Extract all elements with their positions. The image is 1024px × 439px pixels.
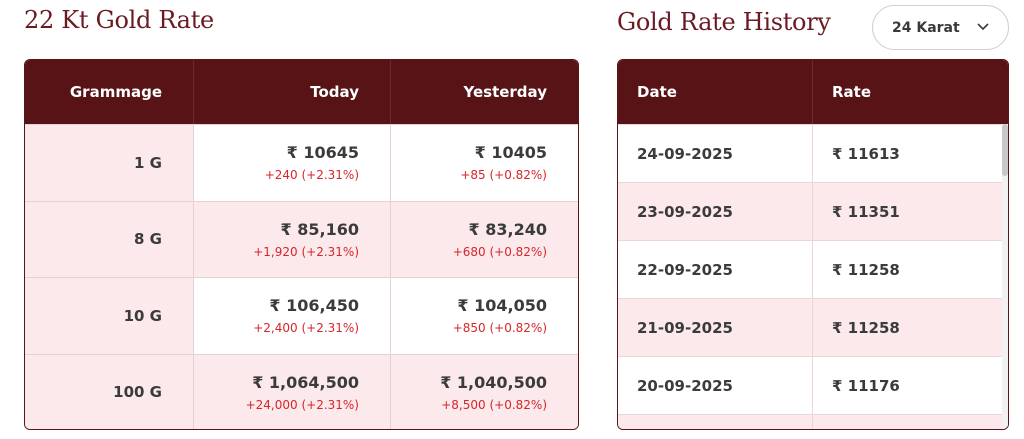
date-cell: 24-09-2025 [637, 144, 733, 163]
yesterday-cell: ₹ 10405 +85 (+0.82%) [390, 125, 578, 201]
rate-cell [812, 415, 1008, 429]
rate-cell: ₹ 11258 [812, 299, 1008, 356]
rate-cell: ₹ 11351 [812, 183, 1008, 240]
history-row: 24-09-2025 ₹ 11613 [618, 124, 1008, 182]
table-row: 1 G ₹ 10645 +240 (+2.31%) ₹ 10405 +85 (+… [25, 124, 578, 201]
date-cell [618, 415, 812, 429]
today-price: ₹ 106,450 [269, 296, 359, 316]
table-row: 10 G ₹ 106,450 +2,400 (+2.31%) ₹ 104,050… [25, 277, 578, 354]
yesterday-cell: ₹ 104,050 +850 (+0.82%) [390, 278, 578, 354]
gold-rate-history-table[interactable]: Date Rate 24-09-2025 ₹ 11613 23-09-2025 … [617, 59, 1009, 430]
table-header: Grammage Today Yesterday [25, 60, 578, 124]
date-cell: 22-09-2025 [637, 260, 733, 279]
header-rate: Rate [812, 60, 1008, 124]
history-row: 20-09-2025 ₹ 11176 [618, 356, 1008, 414]
yesterday-cell: ₹ 1,040,500 +8,500 (+0.82%) [390, 354, 578, 429]
yesterday-change: +680 (+0.82%) [452, 244, 547, 259]
today-change: +24,000 (+2.31%) [245, 397, 359, 412]
gold-rate-title: 22 Kt Gold Rate [24, 6, 214, 34]
table-row: 8 G ₹ 85,160 +1,920 (+2.31%) ₹ 83,240 +6… [25, 200, 578, 277]
chevron-down-icon [977, 23, 989, 31]
history-row: 21-09-2025 ₹ 11258 [618, 298, 1008, 356]
yesterday-price: ₹ 10405 [474, 143, 547, 163]
yesterday-price: ₹ 83,240 [468, 219, 547, 239]
yesterday-price: ₹ 104,050 [457, 296, 547, 316]
history-row: 22-09-2025 ₹ 11258 [618, 240, 1008, 298]
yesterday-cell: ₹ 83,240 +680 (+0.82%) [390, 201, 578, 277]
grammage-cell: 100 G [25, 354, 193, 429]
date-cell: 23-09-2025 [637, 202, 733, 221]
grammage-cell: 10 G [25, 278, 193, 354]
today-price: ₹ 85,160 [280, 219, 359, 239]
grammage-cell: 1 G [25, 125, 193, 201]
today-cell: ₹ 85,160 +1,920 (+2.31%) [193, 201, 390, 277]
gold-rate-history-title: Gold Rate History [617, 8, 831, 36]
today-change: +2,400 (+2.31%) [253, 321, 359, 336]
today-cell: ₹ 106,450 +2,400 (+2.31%) [193, 278, 390, 354]
today-change: +1,920 (+2.31%) [253, 244, 359, 259]
history-row [618, 414, 1008, 429]
grammage-cell: 8 G [25, 201, 193, 277]
today-change: +240 (+2.31%) [264, 168, 359, 183]
yesterday-change: +850 (+0.82%) [452, 321, 547, 336]
history-row: 23-09-2025 ₹ 11351 [618, 182, 1008, 240]
karat-select-value: 24 Karat [892, 19, 960, 36]
karat-select[interactable]: 24 Karat [872, 5, 1009, 50]
history-header: Date Rate [618, 60, 1008, 124]
rate-cell: ₹ 11613 [812, 125, 1008, 182]
yesterday-change: +8,500 (+0.82%) [441, 397, 547, 412]
date-cell: 21-09-2025 [637, 318, 733, 337]
yesterday-price: ₹ 1,040,500 [440, 372, 547, 392]
scrollbar-thumb[interactable] [1002, 124, 1008, 176]
rate-cell: ₹ 11258 [812, 241, 1008, 298]
header-today: Today [193, 60, 390, 124]
rate-cell: ₹ 11176 [812, 357, 1008, 414]
table-row: 100 G ₹ 1,064,500 +24,000 (+2.31%) ₹ 1,0… [25, 353, 578, 429]
header-yesterday: Yesterday [390, 60, 578, 124]
header-date: Date [637, 83, 677, 101]
history-scrollbar[interactable] [1002, 124, 1008, 429]
date-cell: 20-09-2025 [637, 376, 733, 395]
header-grammage: Grammage [69, 83, 162, 101]
today-cell: ₹ 1,064,500 +24,000 (+2.31%) [193, 354, 390, 429]
today-price: ₹ 1,064,500 [252, 372, 359, 392]
today-cell: ₹ 10645 +240 (+2.31%) [193, 125, 390, 201]
yesterday-change: +85 (+0.82%) [460, 168, 547, 183]
today-price: ₹ 10645 [286, 143, 359, 163]
gold-rate-table: Grammage Today Yesterday 1 G ₹ 10645 +24… [24, 59, 579, 430]
